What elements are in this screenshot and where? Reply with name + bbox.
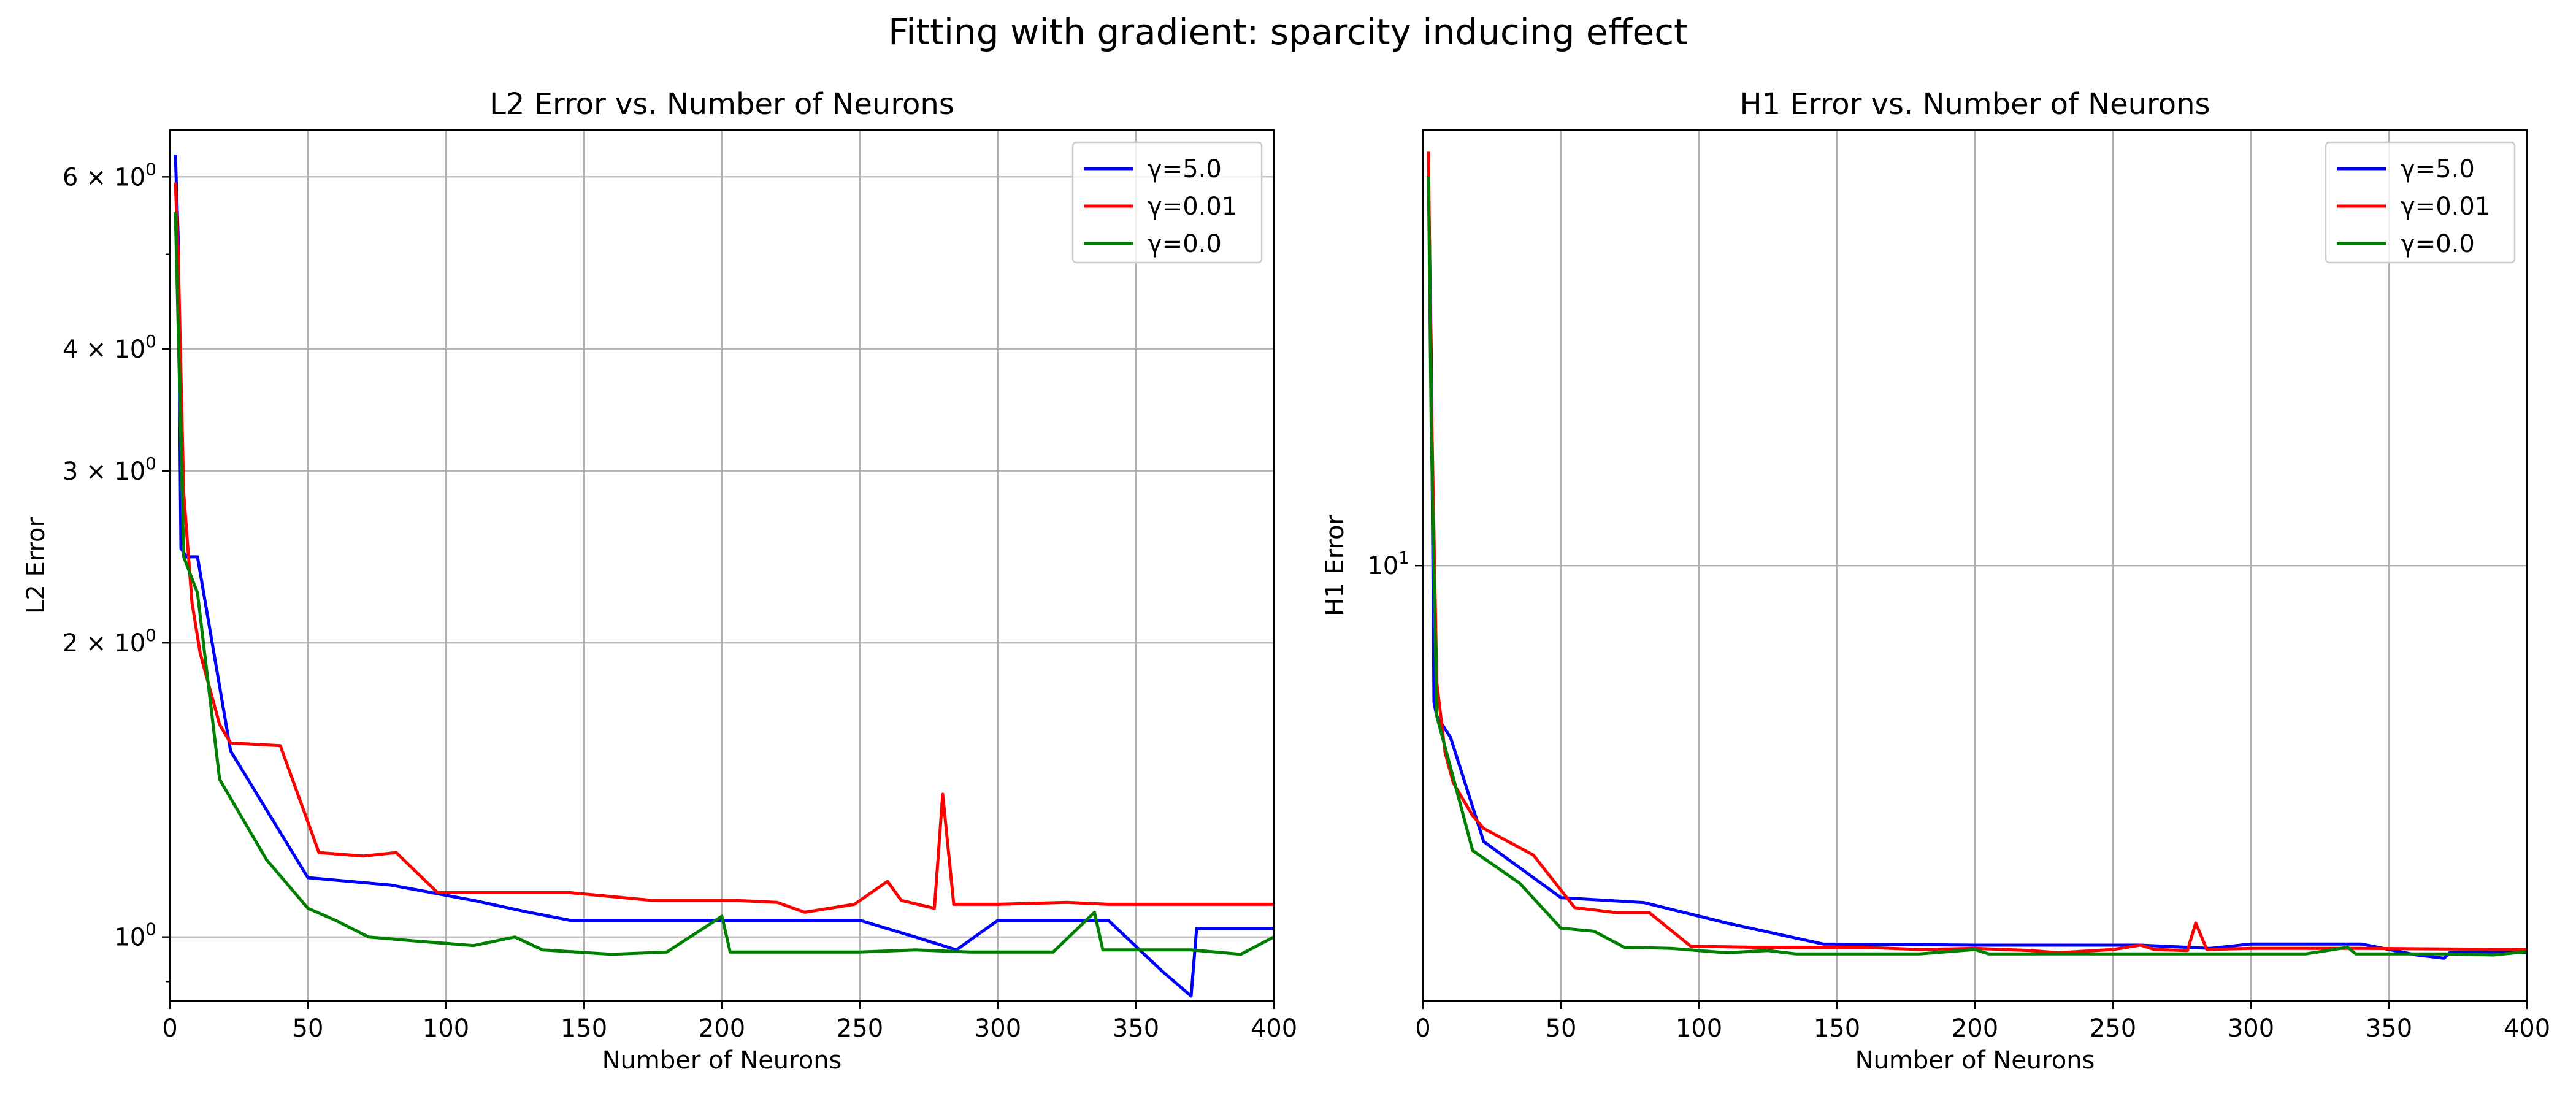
chart-2-legend-box xyxy=(2325,141,2516,264)
chart-2-y-tick-exponent: 1 xyxy=(1398,548,1409,568)
chart-2-x-tick-label: 200 xyxy=(1952,1014,1998,1043)
chart-1-x-tick-label: 50 xyxy=(293,1014,324,1043)
chart-1-y-tick-exponent: 0 xyxy=(145,159,156,179)
chart-2-y-axis-label: H1 Error xyxy=(1321,515,1349,616)
chart-1-x-axis-label: Number of Neurons xyxy=(602,1046,842,1075)
figure-suptitle: Fitting with gradient: sparcity inducing… xyxy=(888,11,1688,53)
chart-1-y-tick-exponent: 0 xyxy=(145,331,156,351)
chart-1-y-tick-label: 4 × 100 xyxy=(63,331,156,364)
chart-2-x-tick-label: 300 xyxy=(2228,1014,2274,1043)
chart-2: 0 50 100 150 200 250 300 350 400 101 H1 Error vs. … xyxy=(1321,87,2550,1075)
chart-1-series-line-3 xyxy=(174,212,1274,956)
chart-1-series-line-2 xyxy=(174,182,1274,914)
chart-1-y-tick-base: 10 xyxy=(114,163,145,191)
chart-2-legend-label-2: γ=0.01 xyxy=(2401,193,2490,221)
chart-1-x-tick-label: 0 xyxy=(162,1014,177,1043)
chart-1-legend-label-1: γ=5.0 xyxy=(1148,155,1222,183)
chart-1-y-tick-base: 10 xyxy=(114,924,145,952)
chart-1-x-tick-label: 300 xyxy=(975,1014,1021,1043)
chart-2-y-tick-base: 10 xyxy=(1367,552,1398,580)
chart-1-y-tick-label: 6 × 100 xyxy=(63,159,156,191)
chart-2-title: H1 Error vs. Number of Neurons xyxy=(1739,87,2210,121)
chart-2-legend-label-1: γ=5.0 xyxy=(2401,155,2475,183)
chart-2-legend: γ=5.0 γ=0.01 γ=0.0 xyxy=(2325,141,2516,264)
chart-2-x-tick-label: 50 xyxy=(1546,1014,1577,1043)
chart-2-x-tick-label: 0 xyxy=(1415,1014,1430,1043)
chart-1-y-tick-mantissa: 6 × xyxy=(63,163,114,191)
chart-2-series-line-2 xyxy=(1427,151,2527,954)
chart-1-title: L2 Error vs. Number of Neurons xyxy=(489,87,954,121)
chart-1-y-axis-label: L2 Error xyxy=(22,516,50,614)
chart-1-y-tick-label: 2 × 100 xyxy=(63,625,156,657)
chart-1-y-tick-mantissa: 3 × xyxy=(63,458,114,486)
chart-1-y-tick-mantissa: 2 × xyxy=(63,629,114,657)
chart-1-x-tick-label: 100 xyxy=(423,1014,469,1043)
chart-2-x-tick-label: 100 xyxy=(1676,1014,1722,1043)
chart-2-series-line-3 xyxy=(1427,176,2527,957)
chart-1-x-tick-label: 350 xyxy=(1113,1014,1159,1043)
chart-1-x-tick-label: 200 xyxy=(699,1014,745,1043)
chart-1-series-line-1 xyxy=(174,155,1274,998)
chart-1-x-tick-label: 150 xyxy=(561,1014,607,1043)
chart-1-y-tick-exponent: 0 xyxy=(145,625,156,645)
chart-1-y-tick-base: 10 xyxy=(114,629,145,657)
chart-2-x-tick-label: 400 xyxy=(2504,1014,2550,1043)
chart-2-y-tick-label: 101 xyxy=(1367,548,1409,580)
chart-1-x-tick-label: 400 xyxy=(1251,1014,1297,1043)
chart-1-y-tick-base: 10 xyxy=(114,458,145,486)
chart-2-x-tick-label: 350 xyxy=(2366,1014,2412,1043)
chart-2-x-axis-label: Number of Neurons xyxy=(1855,1046,2095,1075)
chart-1-y-tick-mantissa: 4 × xyxy=(63,335,114,364)
chart-2-series-group xyxy=(1427,151,2527,960)
chart-1-x-tick-label: 250 xyxy=(837,1014,883,1043)
chart-1-y-tick-label: 100 xyxy=(114,919,156,952)
chart-1-legend-label-3: γ=0.0 xyxy=(1148,230,1222,258)
chart-2-x-tick-label: 250 xyxy=(2090,1014,2136,1043)
chart-1-legend: γ=5.0 γ=0.01 γ=0.0 xyxy=(1071,141,1263,264)
chart-1-series-group xyxy=(174,155,1274,998)
chart-2-x-tick-label: 150 xyxy=(1814,1014,1860,1043)
chart-1-y-tick-exponent: 0 xyxy=(145,919,156,940)
chart-1-y-tick-label: 3 × 100 xyxy=(63,453,156,486)
chart-1-y-tick-base: 10 xyxy=(114,335,145,364)
chart-2-legend-label-3: γ=0.0 xyxy=(2401,230,2475,258)
chart-1-legend-box xyxy=(1071,141,1263,264)
chart-1-y-tick-exponent: 0 xyxy=(145,453,156,473)
chart-1-legend-label-2: γ=0.01 xyxy=(1148,193,1237,221)
